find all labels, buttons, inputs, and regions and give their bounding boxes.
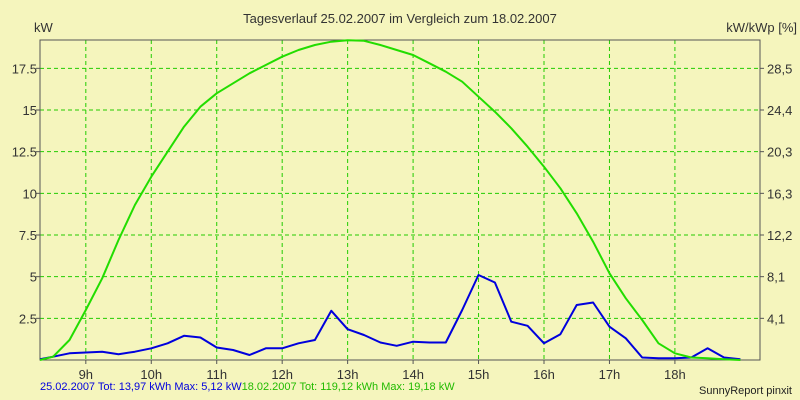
chart-title: Tagesverlauf 25.02.2007 im Vergleich zum… <box>243 11 557 26</box>
y-tick-label-left: 17.5 <box>12 61 37 76</box>
y-tick-label-right: 4,1 <box>767 311 785 326</box>
y-tick-label-left: 10 <box>23 186 37 201</box>
axis-layer <box>36 39 764 364</box>
grid-layer <box>40 40 760 360</box>
x-tick-label: 10h <box>140 367 162 382</box>
x-tick-label: 13h <box>337 367 359 382</box>
series-layer <box>39 39 741 361</box>
y-axis-left-label: kW <box>34 20 54 35</box>
plot-border <box>39 39 761 361</box>
credit-text: SunnyReport pinxit <box>699 385 792 397</box>
y-tick-label-right: 12,2 <box>767 228 792 243</box>
series1-summary: 25.02.2007 Tot: 13,97 kWh Max: 5,12 kW <box>40 381 242 393</box>
chart-footer: 25.02.2007 Tot: 13,97 kWh Max: 5,12 kW18… <box>40 381 455 393</box>
y-tick-label-right: 20,3 <box>767 145 792 160</box>
y-tick-label-right: 16,3 <box>767 186 792 201</box>
y-tick-label-left: 15 <box>23 103 37 118</box>
x-tick-label: 12h <box>271 367 293 382</box>
x-tick-label: 9h <box>79 367 93 382</box>
x-tick-label: 14h <box>402 367 424 382</box>
series2-summary: 18.02.2007 Tot: 119,12 kWh Max: 19,18 kW <box>241 381 455 393</box>
y-axis-right-label: kW/kWp [%] <box>726 20 797 35</box>
y-tick-label-left: 12.5 <box>12 145 37 160</box>
y-tick-label-left: 5 <box>30 270 37 285</box>
y-tick-label-right: 8,1 <box>767 270 785 285</box>
label-layer: 2.5 4,1 5 8,1 7.5 12,2 10 16,3 12.5 20,3 15 24,4 17.… <box>12 61 793 382</box>
x-tick-label: 17h <box>599 367 621 382</box>
series-line-1 <box>39 274 741 361</box>
y-tick-label-right: 28,5 <box>767 61 792 76</box>
series-line-2 <box>39 39 741 361</box>
y-tick-label-right: 24,4 <box>767 103 792 118</box>
y-tick-label-left: 2.5 <box>19 311 37 326</box>
y-tick-label-left: 7.5 <box>19 228 37 243</box>
x-tick-label: 11h <box>206 367 227 382</box>
x-tick-label: 16h <box>533 367 555 382</box>
x-tick-label: 18h <box>664 367 686 382</box>
x-tick-label: 15h <box>468 367 490 382</box>
